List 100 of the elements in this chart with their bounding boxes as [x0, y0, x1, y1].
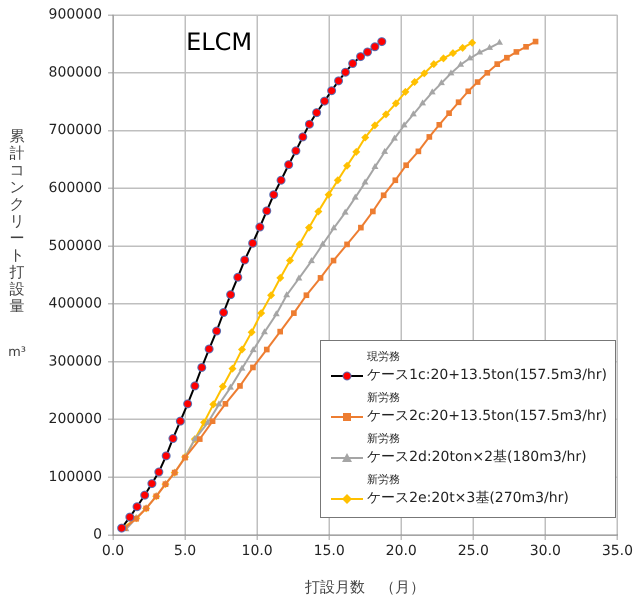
point — [494, 61, 500, 67]
point — [197, 362, 206, 372]
point — [283, 291, 290, 298]
point — [162, 451, 171, 460]
y-tick-label: 200000 — [48, 411, 102, 428]
x-tick-label: 25.0 — [458, 543, 489, 560]
point — [218, 382, 227, 391]
point — [391, 134, 398, 141]
point — [222, 401, 228, 407]
point — [276, 274, 284, 282]
point — [370, 208, 376, 214]
x-axis-title: 打設月数 （月） — [304, 578, 426, 596]
point — [291, 146, 300, 156]
point — [456, 99, 462, 106]
point — [358, 224, 364, 230]
point — [226, 384, 234, 390]
point — [457, 60, 464, 67]
point — [330, 258, 336, 264]
legend-label: 新労務ケース2d:20ton×2基(180m3/hr) — [367, 431, 587, 467]
point — [255, 222, 264, 232]
point — [272, 310, 280, 316]
point — [410, 78, 419, 86]
point — [210, 418, 216, 424]
point — [298, 132, 308, 142]
point — [382, 110, 390, 118]
point — [240, 255, 250, 264]
point — [226, 290, 236, 300]
point — [514, 49, 520, 55]
point — [277, 328, 284, 334]
point — [428, 88, 436, 94]
point — [295, 274, 302, 280]
point — [504, 54, 510, 61]
point — [486, 44, 494, 50]
text: 累計コンクリート打設量 m³ — [8, 127, 26, 360]
point — [392, 99, 400, 108]
legend-label: 現労務ケース1c:20+13.5ton(157.5m3/hr) — [367, 349, 607, 385]
point — [269, 190, 278, 200]
point — [257, 309, 266, 318]
point — [250, 346, 257, 352]
point — [342, 208, 349, 215]
point — [238, 364, 246, 371]
point — [344, 242, 350, 248]
point — [343, 162, 352, 170]
point — [233, 272, 242, 282]
point — [356, 52, 366, 62]
point — [319, 240, 326, 246]
point — [176, 416, 185, 426]
point — [419, 99, 426, 106]
point — [447, 69, 454, 76]
point — [370, 42, 380, 52]
point — [363, 47, 372, 56]
point — [264, 346, 270, 352]
x-tick-label: 20.0 — [386, 543, 417, 560]
point — [286, 256, 294, 265]
point — [448, 49, 457, 58]
point — [314, 207, 322, 216]
point — [276, 176, 286, 185]
point — [237, 383, 243, 389]
point — [426, 134, 432, 140]
point — [132, 502, 142, 512]
point — [436, 122, 442, 128]
text: ELCM — [186, 28, 252, 56]
point — [320, 96, 330, 106]
x-tick-label: 30.0 — [530, 543, 561, 560]
point — [312, 108, 322, 118]
y-tick-label: 400000 — [48, 296, 102, 312]
point — [308, 257, 315, 264]
y-tick-label: 900000 — [48, 6, 102, 23]
point — [125, 512, 134, 522]
point — [334, 176, 342, 184]
point — [147, 479, 156, 488]
point — [262, 206, 272, 216]
y-tick-label: 100000 — [48, 468, 102, 485]
point — [154, 468, 164, 477]
point — [291, 310, 297, 316]
point — [377, 37, 386, 46]
point — [324, 190, 333, 199]
x-tick-label: 0.0 — [102, 543, 124, 560]
point — [420, 69, 428, 78]
point — [267, 291, 276, 300]
point — [250, 364, 256, 370]
point — [284, 160, 294, 170]
point — [496, 38, 503, 45]
point — [381, 148, 388, 154]
point — [439, 54, 448, 62]
point — [228, 364, 236, 373]
point — [183, 399, 192, 408]
point — [361, 133, 370, 142]
point — [209, 400, 218, 408]
point — [474, 79, 480, 85]
point — [305, 224, 313, 232]
y-tick-label: 800000 — [48, 64, 102, 80]
point — [410, 110, 417, 116]
point — [352, 194, 359, 200]
point — [334, 76, 344, 86]
point — [466, 54, 474, 60]
point — [416, 148, 422, 154]
y-tick-label: 600000 — [48, 180, 102, 196]
point — [140, 490, 150, 500]
point — [261, 328, 268, 334]
